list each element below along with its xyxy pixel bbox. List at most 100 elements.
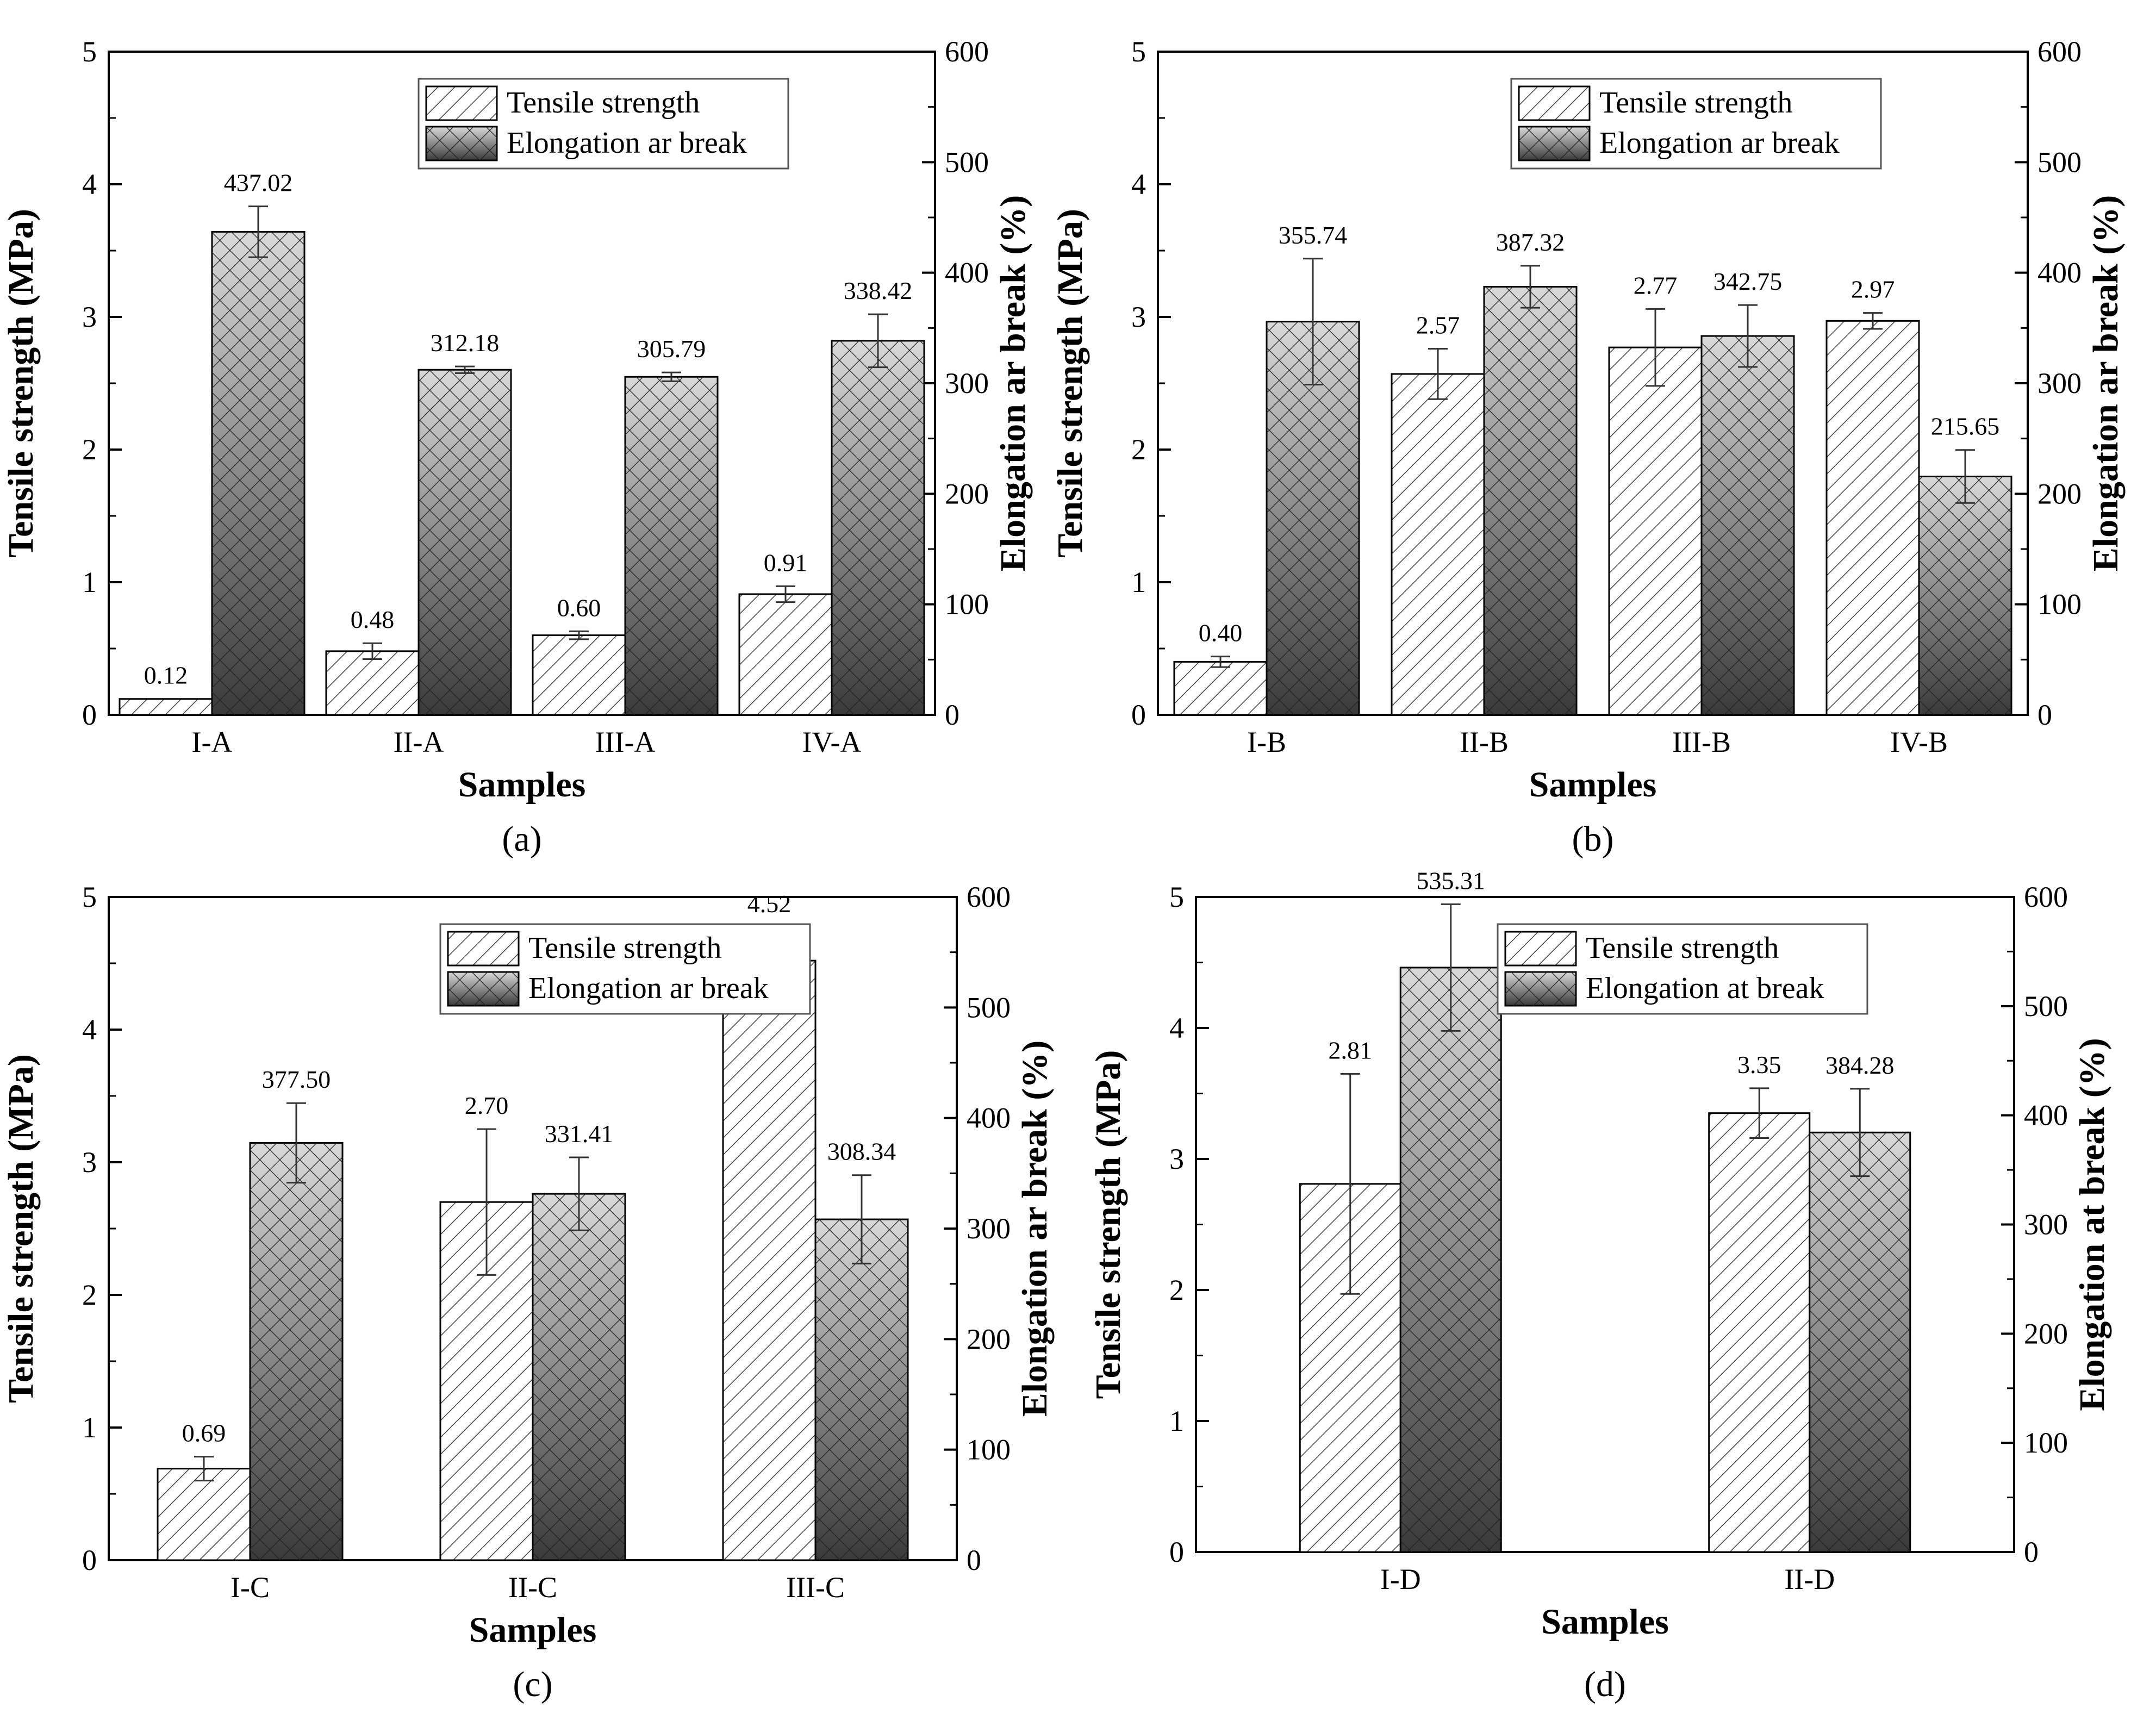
legend-label-elongation: Elongation ar break [1599, 126, 1840, 160]
legend-label-tensile: Tensile strength [507, 86, 700, 120]
y-tick-label: 3 [82, 301, 97, 333]
y-right-tick-label: 100 [945, 588, 989, 621]
y-right-tick-label: 600 [945, 35, 989, 68]
x-tick-label: I-D [1380, 1563, 1421, 1596]
legend-label-tensile: Tensile strength [1599, 86, 1792, 120]
bar-tensile-strength [738, 593, 833, 716]
bar-elongation-crosshatch [1809, 1132, 1910, 1552]
data-label-elongation: 215.65 [1931, 413, 2000, 440]
legend-swatch-elongation-crosshatch [448, 972, 519, 1006]
x-tick-label: II-C [508, 1571, 557, 1604]
y-right-tick-label: 100 [2024, 1426, 2068, 1459]
y-right-tick-label: 500 [945, 146, 989, 178]
x-tick-label: IV-A [802, 726, 861, 758]
chart-panel-1: 0 1 2 3 4 5 0 100 200 300 400 500 600 I-A 0.12 437.02 II… [1, 35, 1033, 859]
x-tick-label: I-A [192, 726, 233, 758]
y-tick-label: 3 [1131, 301, 1146, 333]
data-label-tensile: 2.57 [1416, 311, 1460, 339]
legend-label-tensile: Tensile strength [528, 931, 721, 965]
bar-elongation-crosshatch [1702, 336, 1794, 715]
y-tick-label: 4 [82, 168, 97, 201]
y-right-axis-title: Elongation ar break (%) [993, 195, 1033, 571]
x-tick-label: IV-B [1890, 726, 1948, 758]
y-right-tick-label: 0 [2037, 699, 2052, 731]
bar-elongation-crosshatch [625, 377, 718, 715]
y-right-tick-label: 0 [967, 1544, 981, 1576]
y-tick-label: 4 [82, 1013, 97, 1046]
bar-tensile-strength [1391, 373, 1485, 716]
y-axis-title: Tensile strength (MPa) [1, 209, 41, 558]
panel-label: (b) [1572, 819, 1614, 859]
y-tick-label: 5 [1169, 881, 1184, 913]
panel-label: (a) [502, 819, 541, 859]
y-right-tick-label: 600 [2037, 35, 2082, 68]
chart-panel-2: 0 1 2 3 4 5 0 100 200 300 400 500 600 I-B 0.40 355.74 II… [1050, 35, 2126, 859]
y-right-tick-label: 500 [967, 991, 1011, 1024]
data-label-elongation: 437.02 [224, 169, 293, 197]
data-label-tensile: 2.97 [1851, 276, 1895, 303]
data-label-tensile: 0.69 [182, 1419, 226, 1447]
y-tick-label: 5 [82, 881, 97, 913]
chart-panel-3: 0 1 2 3 4 5 0 100 200 300 400 500 600 I-C 0.69 377.50 II… [1, 881, 1055, 1704]
y-right-axis-title: Elongation at break (%) [2072, 1038, 2112, 1411]
chart-panel-4: 0 1 2 3 4 5 0 100 200 300 400 500 600 I-D 2.81 535.31 II… [1088, 867, 2112, 1704]
bar-tensile-strength [722, 959, 817, 1561]
panel-label: (c) [513, 1665, 552, 1704]
y-right-tick-label: 400 [967, 1102, 1011, 1135]
y-tick-label: 0 [82, 699, 97, 731]
panel-label: (d) [1584, 1665, 1626, 1704]
x-tick-label: II-A [394, 726, 444, 758]
x-axis-title: Samples [1541, 1602, 1669, 1642]
data-label-elongation: 387.32 [1496, 228, 1565, 256]
legend-label-elongation: Elongation at break [1586, 971, 1824, 1005]
y-tick-label: 0 [82, 1544, 97, 1576]
bar-elongation-crosshatch [250, 1143, 342, 1560]
data-label-elongation: 338.42 [844, 277, 913, 304]
legend-swatch-elongation-crosshatch [1519, 127, 1590, 160]
data-label-elongation: 312.18 [431, 329, 500, 357]
legend-swatch-tensile [447, 931, 520, 967]
data-label-tensile: 0.48 [351, 606, 395, 633]
y-right-tick-label: 300 [2024, 1208, 2068, 1241]
bar-elongation-crosshatch [1484, 286, 1577, 715]
x-axis-title: Samples [458, 765, 586, 805]
y-tick-label: 2 [82, 433, 97, 466]
y-tick-label: 4 [1131, 168, 1146, 201]
y-tick-label: 0 [1131, 699, 1146, 731]
y-right-tick-label: 600 [967, 881, 1011, 913]
y-right-axis-title: Elongation ar break (%) [2086, 195, 2126, 571]
x-tick-label: II-D [1784, 1563, 1835, 1596]
bar-tensile-strength [325, 650, 420, 716]
y-right-tick-label: 300 [945, 367, 989, 400]
x-tick-label: I-B [1247, 726, 1286, 758]
bar-tensile-strength [119, 698, 213, 716]
y-right-tick-label: 500 [2037, 146, 2082, 178]
data-label-tensile: 0.60 [557, 594, 601, 621]
bar-tensile-strength [532, 634, 626, 716]
y-right-tick-label: 600 [2024, 881, 2068, 913]
y-tick-label: 5 [82, 35, 97, 68]
y-axis-title: Tensile strength (MPa) [1, 1054, 41, 1403]
y-right-axis-title: Elongation ar break (%) [1015, 1040, 1055, 1417]
data-label-tensile: 2.70 [465, 1092, 509, 1119]
legend-swatch-tensile [1518, 85, 1591, 121]
bar-elongation-crosshatch [533, 1194, 625, 1560]
y-axis-title: Tensile strength (MPa) [1050, 209, 1090, 558]
x-tick-label: III-C [786, 1571, 845, 1604]
y-axis-title: Tensile strength (MPa) [1088, 1050, 1128, 1399]
data-label-elongation: 308.34 [827, 1138, 896, 1166]
y-right-tick-label: 400 [945, 257, 989, 289]
y-tick-label: 4 [1169, 1012, 1184, 1044]
x-axis-title: Samples [469, 1610, 597, 1650]
data-label-tensile: 4.52 [747, 890, 792, 918]
y-right-tick-label: 100 [967, 1434, 1011, 1466]
data-label-tensile: 0.40 [1199, 619, 1243, 647]
y-tick-label: 1 [82, 1411, 97, 1444]
y-tick-label: 0 [1169, 1536, 1184, 1568]
legend-label-tensile: Tensile strength [1586, 931, 1779, 965]
legend-label-elongation: Elongation ar break [528, 971, 769, 1005]
y-right-tick-label: 0 [2024, 1536, 2039, 1568]
data-label-elongation: 331.41 [545, 1120, 614, 1148]
legend-swatch-elongation-crosshatch [1505, 972, 1576, 1006]
